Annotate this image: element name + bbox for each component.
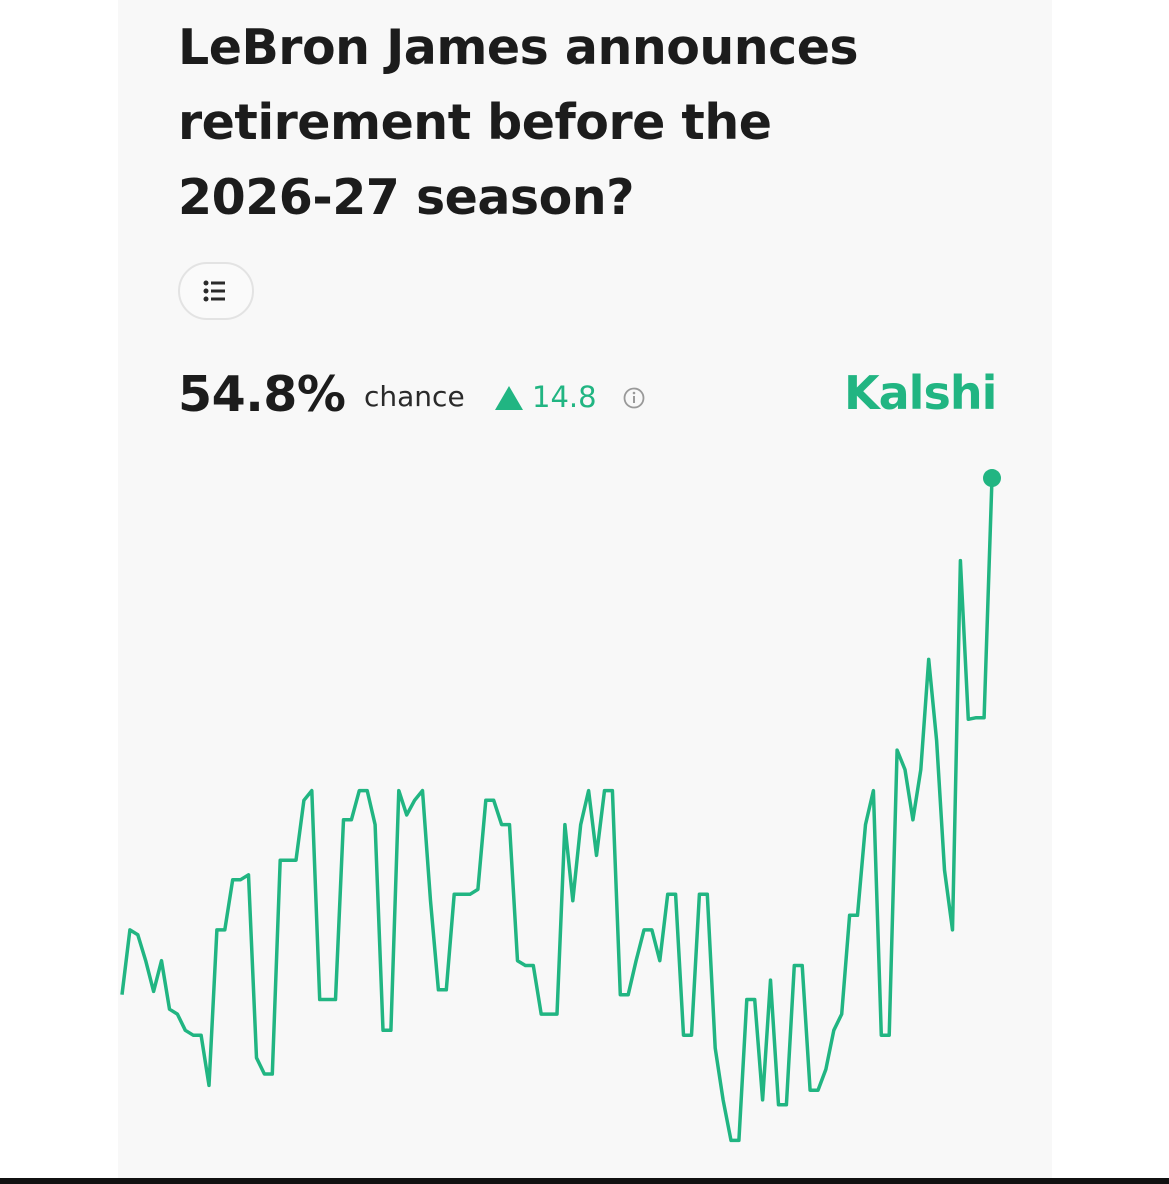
info-icon[interactable] xyxy=(622,386,646,410)
up-arrow xyxy=(495,386,523,410)
market-title: LeBron James announces retirement before… xyxy=(178,19,859,226)
card xyxy=(118,0,1052,1178)
list-icon xyxy=(203,280,225,302)
price-line xyxy=(120,477,994,1143)
change-value: 14.8 xyxy=(532,380,597,414)
bottom-bar xyxy=(0,1178,1169,1184)
chance-value: 54.8% xyxy=(178,366,346,423)
chance-label: chance xyxy=(364,380,465,413)
menu-button[interactable] xyxy=(178,262,254,320)
endpoint-dot xyxy=(983,469,1001,488)
brand: Kalshi xyxy=(844,366,997,420)
